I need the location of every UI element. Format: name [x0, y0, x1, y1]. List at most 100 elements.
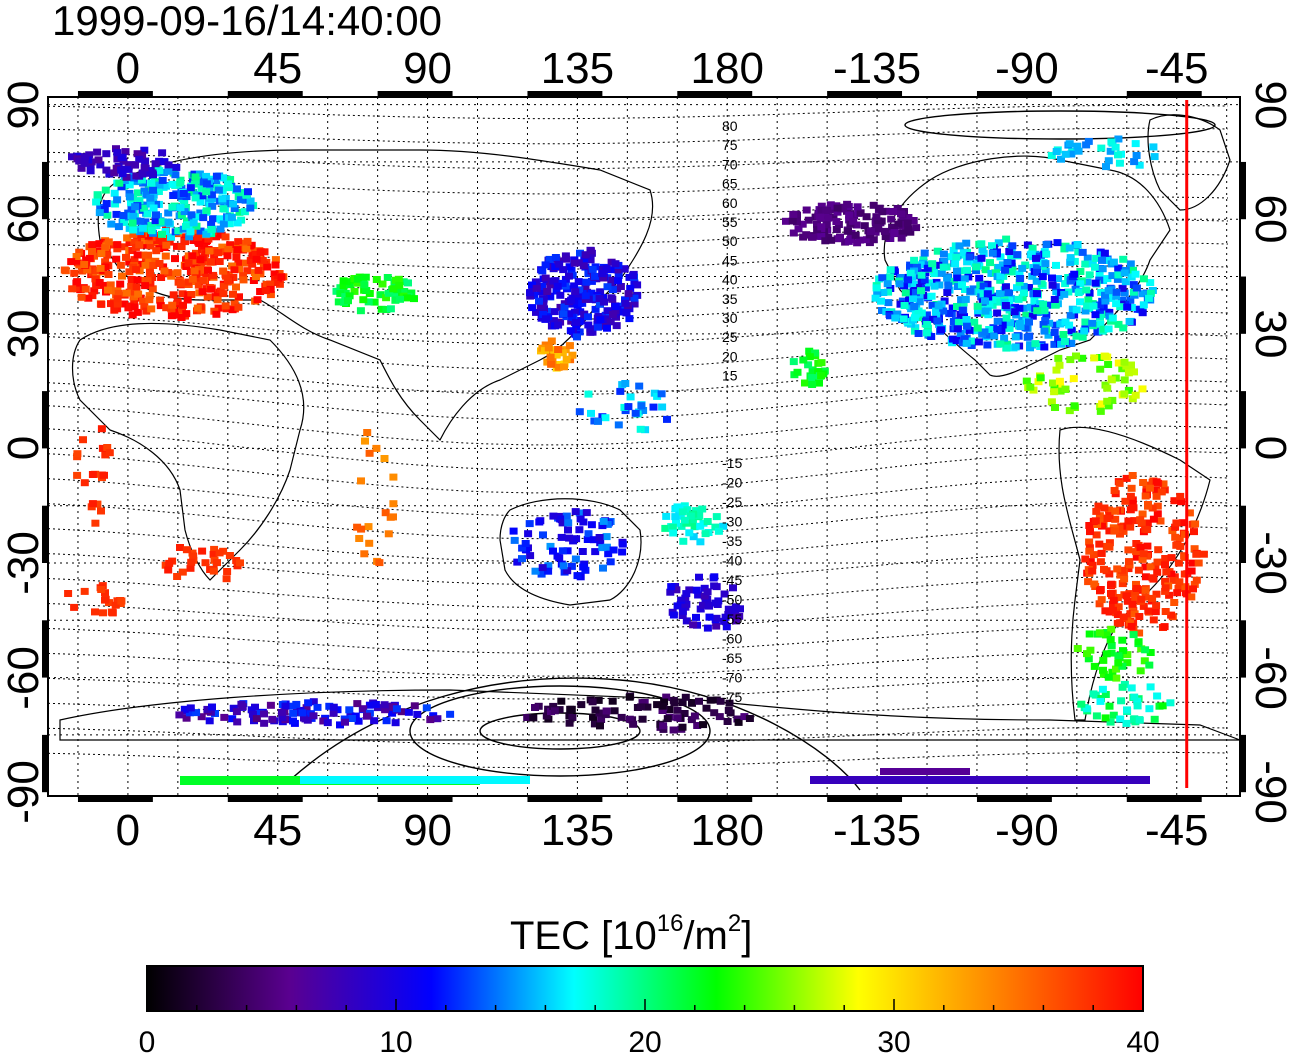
- tec-cell: [1060, 290, 1069, 298]
- tec-cell: [901, 289, 910, 297]
- tec-cell: [725, 699, 734, 707]
- tec-cell: [1141, 593, 1150, 601]
- contour-label: 50: [722, 233, 738, 249]
- tec-cell: [1146, 563, 1155, 571]
- tec-cell: [80, 261, 89, 268]
- tec-cell: [653, 701, 662, 709]
- tec-cell: [1027, 250, 1036, 258]
- tec-cell: [1109, 258, 1118, 266]
- tec-cell: [1159, 480, 1168, 488]
- axis-tick-bar: [227, 91, 303, 97]
- tec-cell: [686, 512, 695, 520]
- tec-cell: [1128, 472, 1137, 479]
- tec-cell: [353, 279, 362, 287]
- tec-cell: [148, 274, 157, 281]
- tec-cell: [992, 296, 1001, 304]
- tec-cell: [532, 308, 540, 316]
- tec-cell: [1126, 506, 1135, 514]
- tec-cell: [142, 307, 151, 315]
- tec-cell: [1167, 554, 1176, 562]
- tec-cell: [535, 518, 544, 526]
- tec-cell: [659, 725, 668, 733]
- tec-cell: [1131, 270, 1140, 278]
- tec-cell: [957, 296, 966, 304]
- tec-cell: [208, 703, 216, 711]
- tec-cell: [114, 223, 123, 231]
- lon-top-label: -135: [833, 44, 922, 93]
- tec-cell: [1119, 324, 1128, 332]
- tec-cell: [1100, 504, 1109, 512]
- tec-cell: [961, 295, 970, 303]
- tec-cell: [197, 713, 206, 721]
- tec-cell: [263, 263, 272, 271]
- tec-cell: [546, 353, 555, 361]
- tec-cell: [212, 177, 221, 184]
- tec-cell: [591, 305, 600, 313]
- tec-cell: [804, 216, 813, 224]
- tec-cell: [559, 266, 568, 274]
- tec-cell: [602, 315, 610, 323]
- tec-cell: [196, 198, 205, 206]
- tec-cell: [869, 201, 878, 209]
- tec-cell: [1083, 650, 1091, 658]
- tec-cell: [1190, 528, 1198, 536]
- tec-cell: [582, 509, 591, 517]
- tec-cell: [1111, 515, 1120, 523]
- tec-cell: [336, 290, 345, 298]
- tec-cell: [1010, 308, 1019, 316]
- tec-cell: [1107, 625, 1116, 633]
- tec-cell: [624, 403, 633, 411]
- axis-tick-bar: [527, 796, 603, 802]
- contour-line: [47, 402, 1229, 446]
- tec-cell: [1115, 479, 1124, 487]
- tec-cell: [1097, 596, 1106, 604]
- tec-cell: [594, 417, 602, 425]
- tec-cell: [309, 698, 318, 706]
- tec-cell: [657, 390, 666, 398]
- tec-cell: [402, 294, 411, 302]
- lon-top-label: 180: [690, 44, 764, 93]
- tec-cell: [139, 237, 148, 245]
- contour-label: -15: [722, 455, 742, 471]
- tec-cell: [1031, 340, 1040, 348]
- tec-cell: [550, 707, 559, 715]
- tec-cell: [683, 506, 692, 514]
- lat-left-label: 60: [0, 194, 48, 244]
- axis-tick-bar: [77, 91, 153, 97]
- tec-cell: [599, 274, 608, 282]
- tec-cell: [357, 477, 365, 485]
- tec-cell: [1118, 296, 1126, 304]
- tec-cell: [105, 449, 114, 457]
- tec-cell: [90, 252, 98, 260]
- tec-cell: [225, 552, 234, 559]
- tec-cell: [231, 242, 239, 250]
- tec-cell: [886, 266, 895, 274]
- tec-cell: [570, 308, 579, 316]
- tec-cell: [213, 559, 221, 567]
- tec-cell: [119, 157, 128, 165]
- tec-cell: [68, 153, 76, 161]
- tec-cell: [802, 231, 811, 239]
- tec-cell: [817, 359, 826, 367]
- tec-cell: [88, 292, 97, 300]
- tec-cell: [1005, 297, 1014, 305]
- tec-cell: [130, 303, 139, 311]
- tec-cell: [716, 697, 725, 705]
- tec-cell: [1092, 507, 1101, 515]
- tec-cell: [802, 206, 811, 214]
- tec-cell: [138, 151, 147, 159]
- tec-cell: [339, 277, 348, 285]
- tec-cell: [196, 209, 205, 217]
- tec-cell: [302, 704, 311, 712]
- tec-cell: [196, 227, 205, 235]
- tec-cell: [598, 522, 607, 530]
- tec-cell: [899, 315, 908, 323]
- tec-cell: [930, 270, 939, 278]
- tec-cell: [1070, 257, 1079, 265]
- lat-right-label: 0: [1246, 436, 1292, 461]
- tec-cell: [360, 281, 369, 289]
- tec-cell: [552, 351, 561, 359]
- tec-cell: [967, 342, 976, 349]
- tec-cell: [621, 380, 630, 387]
- tec-cell: [137, 176, 146, 184]
